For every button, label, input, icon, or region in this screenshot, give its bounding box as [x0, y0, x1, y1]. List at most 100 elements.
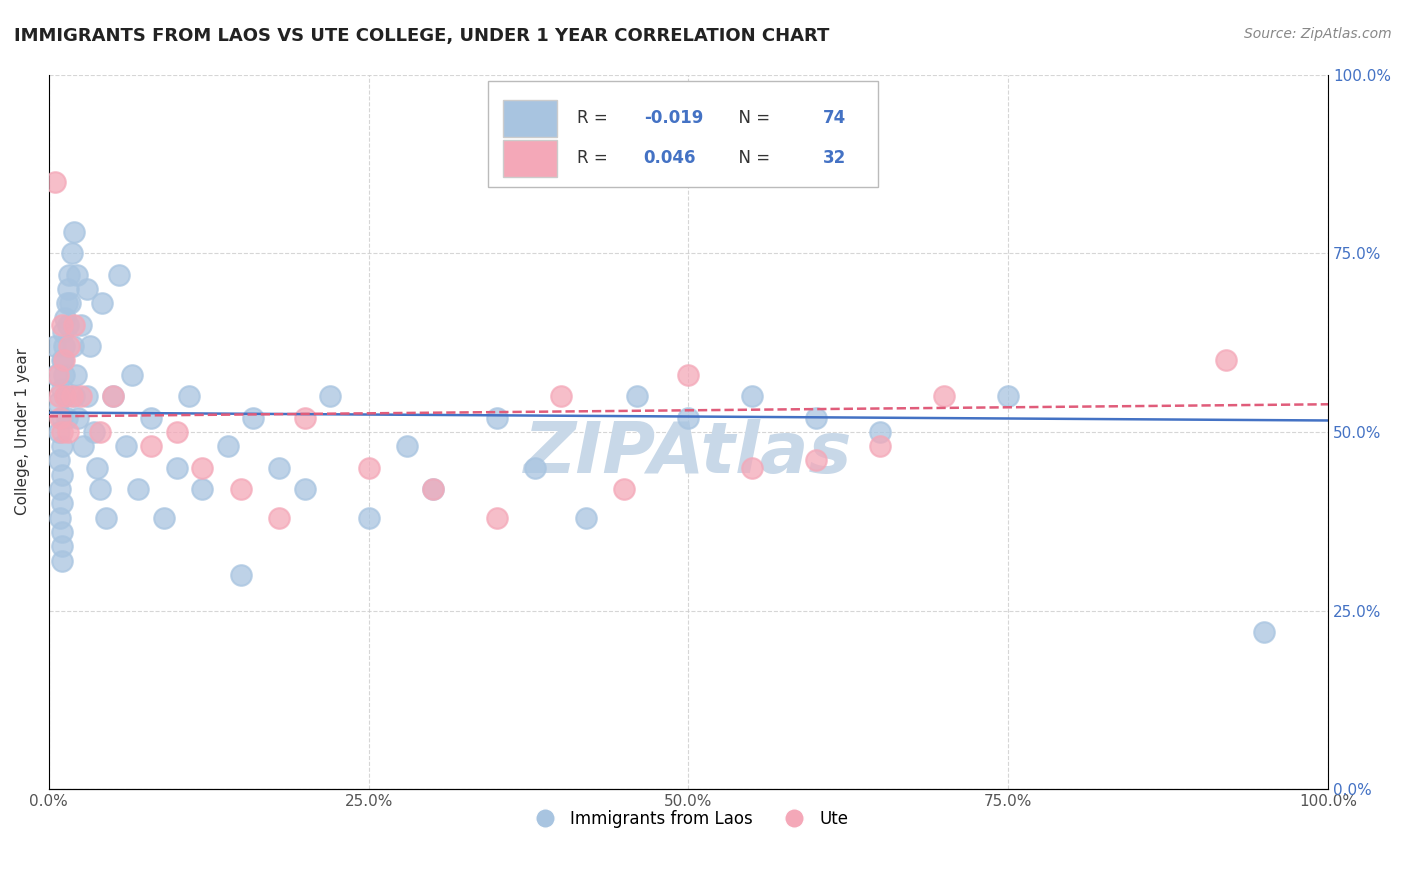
Point: [48, 389, 70, 403]
Point: [678, 410, 700, 425]
FancyBboxPatch shape: [488, 81, 877, 186]
Point: [65, 368, 87, 382]
Point: [55, 310, 77, 325]
Point: [869, 439, 891, 453]
Point: [114, 439, 136, 453]
Point: [56, 282, 79, 296]
Point: [79, 339, 101, 353]
Point: [63, 225, 86, 239]
Point: [55, 410, 77, 425]
Point: [58, 339, 80, 353]
Legend: Immigrants from Laos, Ute: Immigrants from Laos, Ute: [522, 803, 855, 835]
Point: [51, 524, 73, 539]
Point: [550, 389, 572, 403]
Text: -0.019: -0.019: [644, 109, 703, 128]
Point: [127, 482, 149, 496]
Point: [179, 389, 201, 403]
Point: [741, 389, 763, 403]
Point: [101, 389, 124, 403]
Text: 0.046: 0.046: [644, 149, 696, 167]
Point: [108, 268, 131, 282]
Point: [69, 389, 91, 403]
Point: [191, 460, 214, 475]
Point: [422, 482, 444, 496]
Text: N =: N =: [728, 149, 776, 167]
Point: [89, 482, 111, 496]
Point: [51, 496, 73, 510]
Point: [678, 368, 700, 382]
Point: [49, 410, 72, 425]
Point: [51, 425, 73, 439]
Point: [72, 439, 94, 453]
Point: [166, 460, 188, 475]
Point: [44, 175, 66, 189]
Text: 32: 32: [823, 149, 846, 167]
Point: [139, 410, 162, 425]
Point: [575, 510, 598, 524]
Point: [51, 539, 73, 553]
Point: [60, 389, 83, 403]
Point: [229, 482, 252, 496]
Point: [59, 296, 82, 310]
Point: [56, 318, 79, 332]
Point: [485, 410, 508, 425]
Point: [357, 460, 380, 475]
Point: [121, 368, 143, 382]
Point: [267, 510, 290, 524]
Text: 74: 74: [823, 109, 846, 128]
Point: [1215, 353, 1237, 368]
Point: [51, 353, 73, 368]
Point: [294, 410, 316, 425]
Point: [741, 460, 763, 475]
Point: [46, 396, 69, 410]
Point: [45, 368, 67, 382]
Point: [485, 510, 508, 524]
Point: [63, 318, 86, 332]
Point: [229, 567, 252, 582]
Point: [52, 325, 75, 339]
Point: [83, 425, 105, 439]
Point: [86, 460, 108, 475]
Point: [626, 389, 648, 403]
Point: [806, 410, 828, 425]
Point: [51, 467, 73, 482]
Text: IMMIGRANTS FROM LAOS VS UTE COLLEGE, UNDER 1 YEAR CORRELATION CHART: IMMIGRANTS FROM LAOS VS UTE COLLEGE, UND…: [14, 27, 830, 45]
Point: [76, 282, 98, 296]
FancyBboxPatch shape: [503, 139, 557, 177]
Point: [51, 318, 73, 332]
Point: [997, 389, 1019, 403]
Point: [294, 482, 316, 496]
Point: [422, 482, 444, 496]
Point: [51, 553, 73, 567]
Text: Source: ZipAtlas.com: Source: ZipAtlas.com: [1244, 27, 1392, 41]
Point: [51, 382, 73, 396]
FancyBboxPatch shape: [503, 100, 557, 136]
Point: [191, 482, 214, 496]
Point: [51, 410, 73, 425]
Point: [49, 510, 72, 524]
Point: [523, 460, 546, 475]
Point: [60, 246, 83, 260]
Point: [806, 453, 828, 467]
Point: [55, 296, 77, 310]
Y-axis label: College, Under 1 year: College, Under 1 year: [15, 348, 30, 516]
Point: [869, 425, 891, 439]
Point: [613, 482, 636, 496]
Point: [55, 389, 77, 403]
Point: [63, 389, 86, 403]
Point: [242, 410, 264, 425]
Point: [319, 389, 342, 403]
Text: R =: R =: [576, 109, 613, 128]
Point: [52, 353, 75, 368]
Point: [139, 439, 162, 453]
Point: [48, 453, 70, 467]
Point: [76, 389, 98, 403]
Point: [153, 510, 176, 524]
Point: [166, 425, 188, 439]
Point: [44, 339, 66, 353]
Point: [51, 439, 73, 453]
Point: [91, 296, 114, 310]
Point: [101, 389, 124, 403]
Point: [48, 425, 70, 439]
Point: [62, 339, 84, 353]
